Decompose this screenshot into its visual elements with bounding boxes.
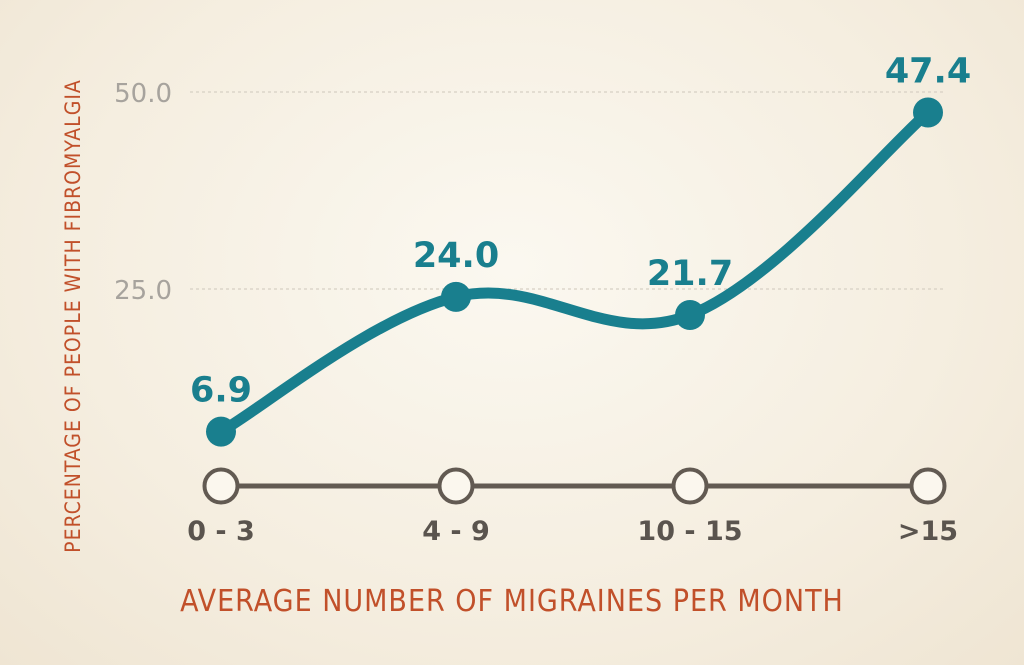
x-tick-label: >15 bbox=[898, 516, 958, 547]
y-tick-label: 50.0 bbox=[114, 79, 172, 109]
data-label: 6.9 bbox=[190, 371, 252, 411]
data-label: 21.7 bbox=[647, 254, 733, 294]
x-axis-marker bbox=[671, 467, 709, 505]
data-label: 47.4 bbox=[885, 51, 971, 91]
x-axis-title: AVERAGE NUMBER OF MIGRAINES PER MONTH bbox=[180, 584, 844, 619]
data-point bbox=[913, 97, 943, 128]
x-axis-marker bbox=[909, 467, 947, 505]
x-axis-marker bbox=[202, 467, 240, 505]
data-point bbox=[206, 416, 236, 447]
data-point bbox=[675, 300, 705, 331]
data-point bbox=[441, 281, 471, 312]
x-tick-label: 4 - 9 bbox=[422, 516, 490, 547]
x-axis-marker bbox=[437, 467, 475, 505]
series-line bbox=[215, 106, 934, 438]
y-tick-label: 25.0 bbox=[114, 276, 172, 306]
x-tick-label: 0 - 3 bbox=[187, 516, 255, 547]
data-label: 24.0 bbox=[413, 236, 499, 276]
y-axis-title: PERCENTAGE OF PEOPLE WITH FIBROMYALGIA bbox=[61, 79, 85, 553]
x-tick-label: 10 - 15 bbox=[637, 516, 742, 547]
